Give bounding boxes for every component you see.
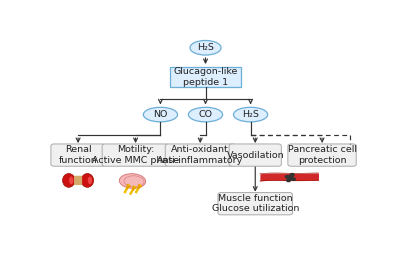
Text: Glucagon-like
peptide 1: Glucagon-like peptide 1 [173, 67, 238, 87]
FancyBboxPatch shape [170, 67, 241, 87]
Text: Anti-oxidant
Anti-inflammatory: Anti-oxidant Anti-inflammatory [157, 145, 243, 165]
Circle shape [286, 175, 289, 178]
Ellipse shape [88, 176, 92, 184]
Circle shape [290, 174, 294, 176]
Ellipse shape [69, 176, 73, 184]
FancyBboxPatch shape [102, 144, 169, 166]
Ellipse shape [81, 174, 94, 187]
Circle shape [288, 177, 292, 179]
FancyBboxPatch shape [229, 144, 282, 166]
Ellipse shape [190, 41, 221, 55]
Ellipse shape [233, 107, 268, 122]
Ellipse shape [188, 107, 223, 122]
Text: CO: CO [198, 110, 213, 119]
Text: Renal
function: Renal function [59, 145, 97, 165]
FancyBboxPatch shape [74, 176, 82, 185]
FancyBboxPatch shape [51, 144, 105, 166]
FancyBboxPatch shape [218, 193, 293, 215]
Circle shape [290, 174, 294, 177]
Text: Pancreatic cell
protection: Pancreatic cell protection [288, 145, 356, 165]
Ellipse shape [63, 174, 75, 187]
Ellipse shape [144, 107, 178, 122]
Text: H₂S: H₂S [242, 110, 259, 119]
Text: NO: NO [153, 110, 168, 119]
FancyBboxPatch shape [165, 144, 235, 166]
Circle shape [292, 178, 295, 180]
Text: Motility:
Active MMC phase: Motility: Active MMC phase [92, 145, 179, 165]
Text: Muscle function
Glucose utilization: Muscle function Glucose utilization [212, 194, 299, 213]
Text: H₂S: H₂S [197, 43, 214, 52]
Circle shape [287, 179, 290, 182]
Ellipse shape [119, 174, 146, 188]
Text: Vasodilation: Vasodilation [227, 151, 284, 160]
FancyBboxPatch shape [288, 144, 356, 166]
